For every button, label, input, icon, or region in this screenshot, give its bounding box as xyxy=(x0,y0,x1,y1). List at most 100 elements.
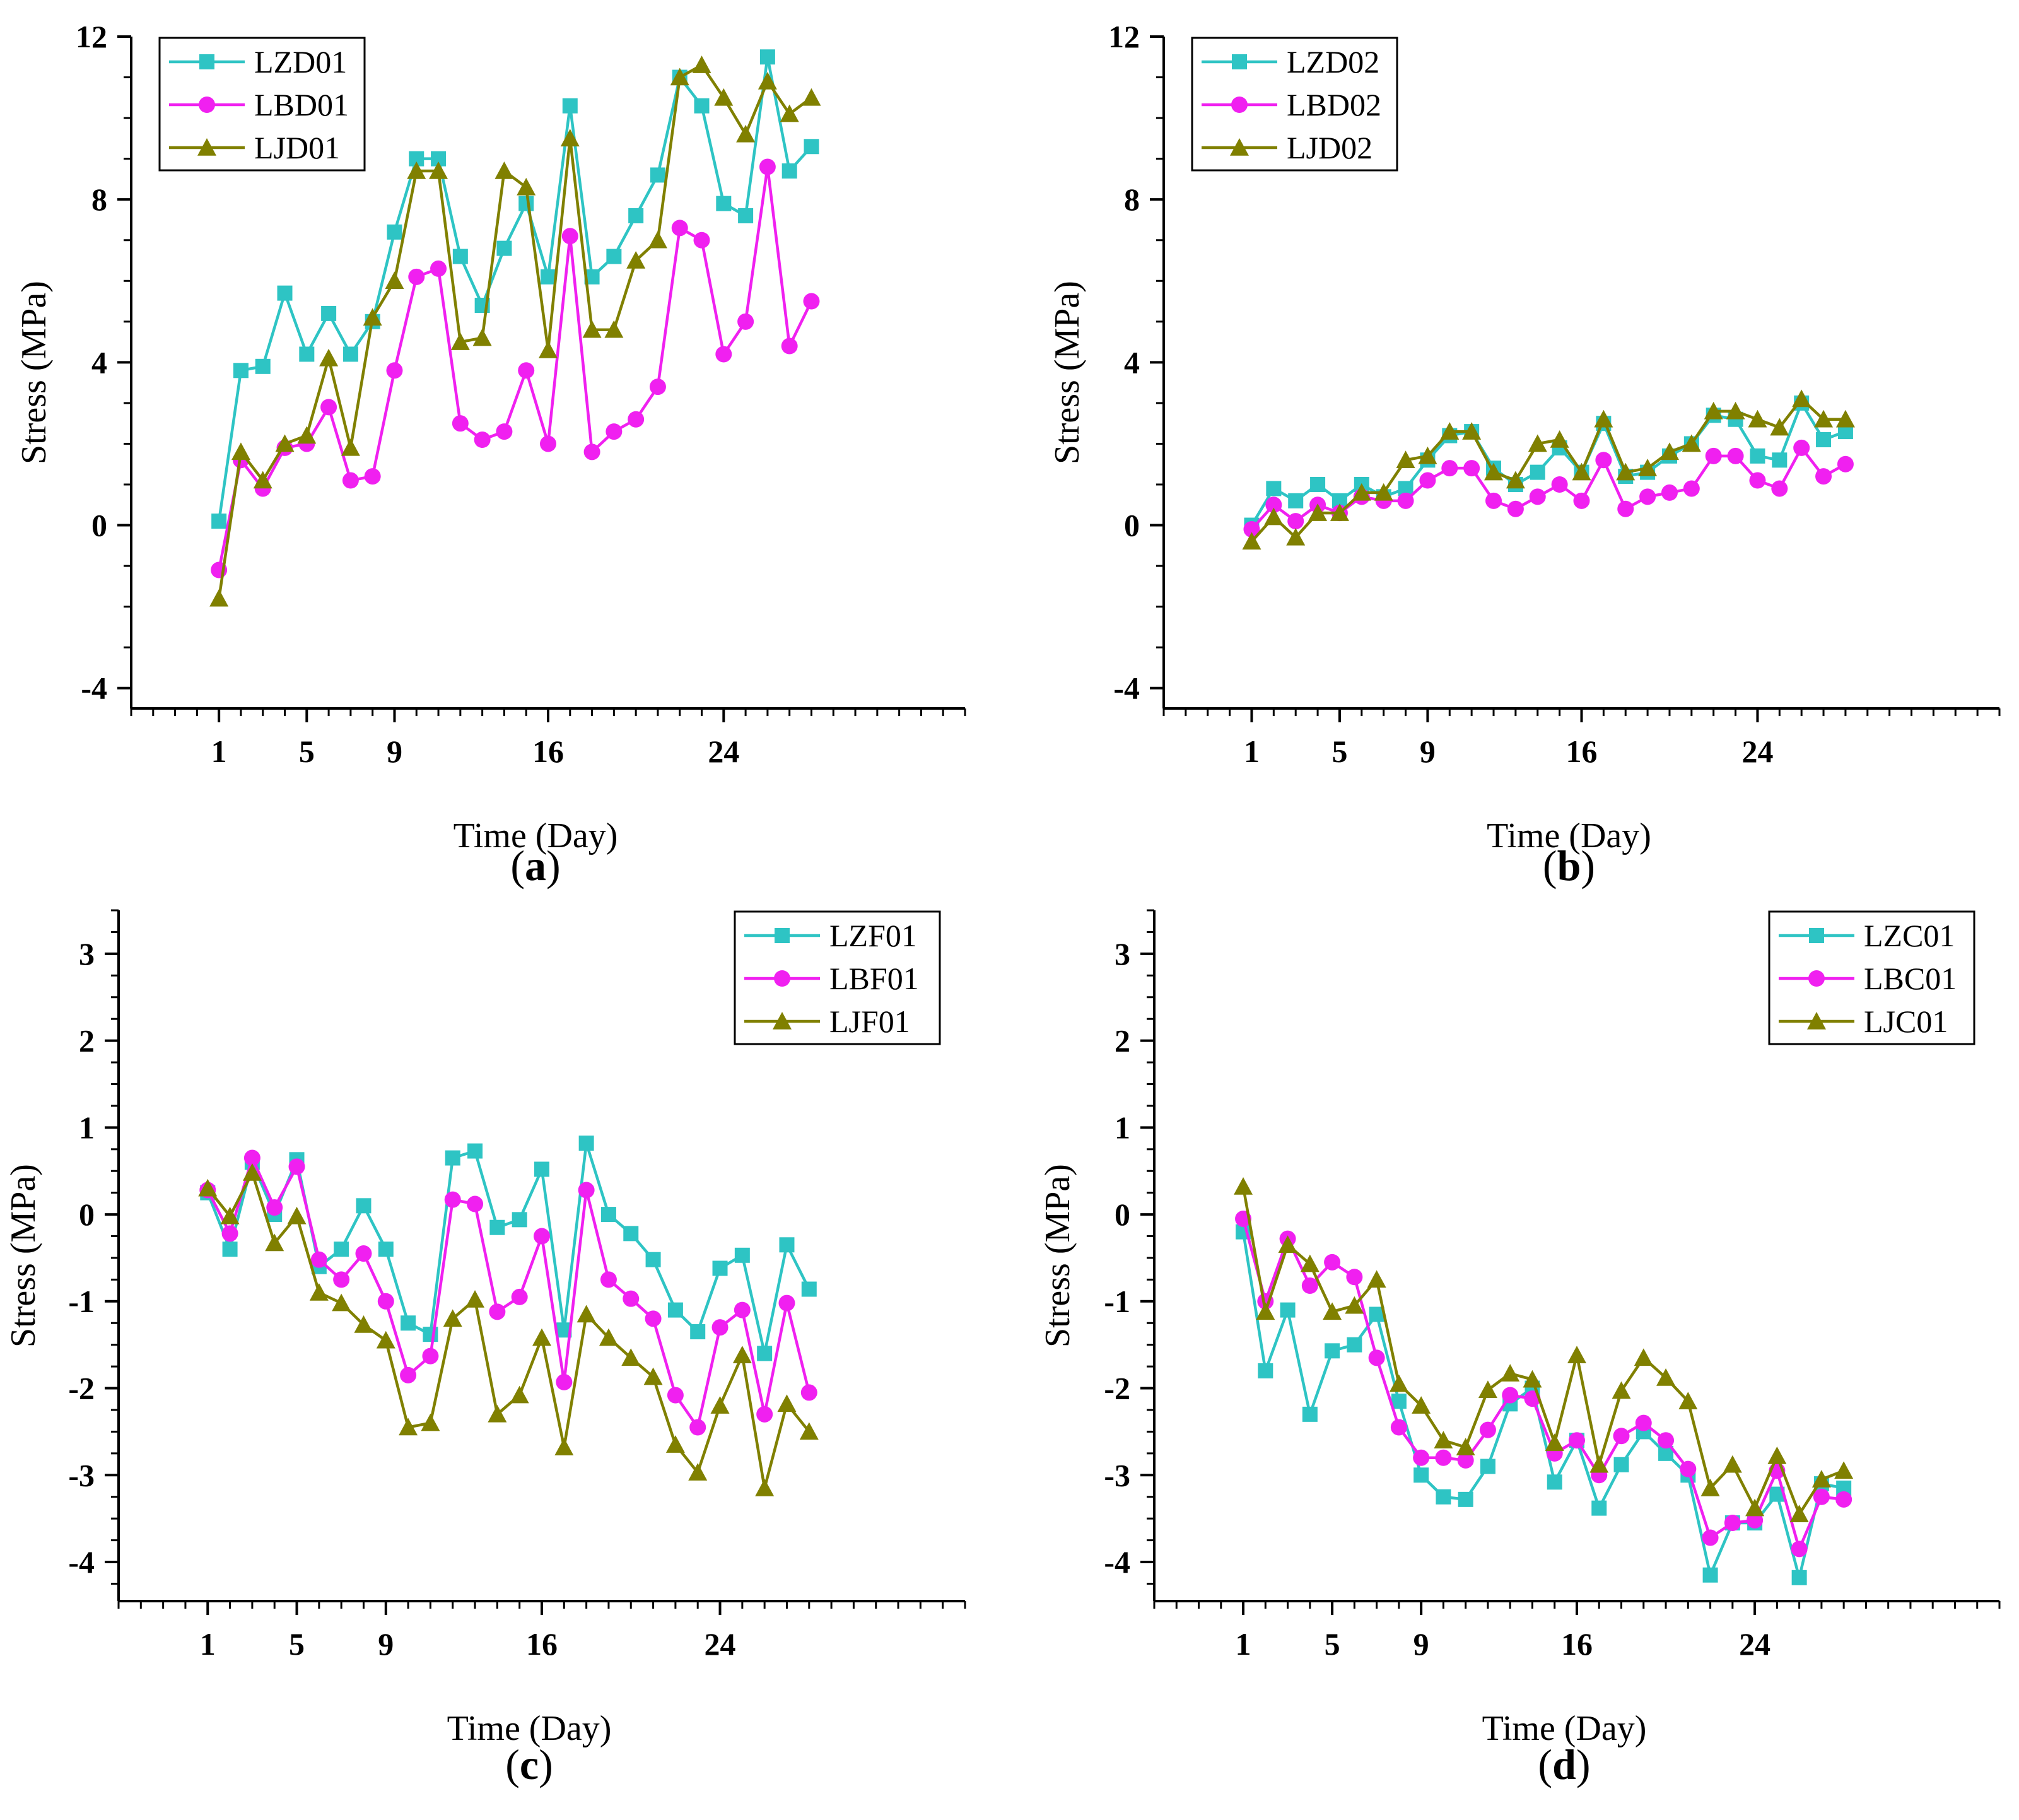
data-point xyxy=(399,1418,418,1436)
data-point xyxy=(400,1366,417,1383)
data-point xyxy=(1287,513,1304,530)
x-axis-title: Time (Day) xyxy=(447,1709,612,1748)
panel-label: (d) xyxy=(1538,1741,1590,1788)
data-point xyxy=(1816,432,1832,447)
y-tick-label: 2 xyxy=(79,1023,95,1059)
data-point xyxy=(1837,455,1854,473)
data-point xyxy=(1658,1432,1675,1449)
data-point xyxy=(233,363,249,379)
data-point xyxy=(1748,409,1767,428)
x-tick-label: 16 xyxy=(1566,734,1598,769)
data-point xyxy=(386,362,403,379)
chart-panel-a: 1 5 9 16 24 -4 0 4 8 12 Time (Day) Stress (MPa) LZD0… xyxy=(15,19,966,889)
data-point xyxy=(583,443,600,461)
data-point xyxy=(1617,500,1634,517)
data-point xyxy=(532,1328,551,1346)
data-point xyxy=(1793,439,1810,456)
data-point xyxy=(1308,503,1328,521)
data-point xyxy=(222,1242,238,1257)
data-point xyxy=(714,88,734,106)
data-point xyxy=(1594,409,1613,428)
data-point xyxy=(1478,1380,1497,1399)
data-point xyxy=(356,1198,372,1214)
data-point xyxy=(1390,1419,1407,1436)
data-point xyxy=(626,251,646,269)
data-point xyxy=(606,423,623,440)
data-point xyxy=(576,1305,596,1323)
series-line xyxy=(1241,1186,1844,1518)
y-tick-label: -2 xyxy=(1104,1371,1130,1406)
panel-label: (c) xyxy=(505,1741,553,1788)
panel-label: (b) xyxy=(1543,842,1595,889)
data-point xyxy=(1551,476,1568,493)
data-point xyxy=(667,1302,683,1318)
data-point xyxy=(755,1478,775,1496)
data-point xyxy=(518,196,534,211)
legend-marker xyxy=(1808,970,1825,987)
data-point xyxy=(1567,1346,1586,1363)
data-point xyxy=(510,1385,529,1404)
data-point xyxy=(1613,1457,1629,1472)
x-tick-label: 24 xyxy=(1741,734,1773,769)
data-point xyxy=(488,1404,507,1423)
data-point xyxy=(1374,483,1393,501)
data-point xyxy=(319,348,339,367)
data-point xyxy=(688,1463,708,1481)
data-point xyxy=(221,1225,238,1242)
data-point xyxy=(1815,468,1832,485)
data-point xyxy=(693,232,710,249)
x-tick-label: 5 xyxy=(299,734,315,769)
data-point xyxy=(1704,401,1723,420)
y-axis-title: Stress (MPa) xyxy=(15,281,54,464)
y-tick-label: 4 xyxy=(1124,344,1140,380)
data-point xyxy=(1789,1505,1809,1523)
data-point xyxy=(1727,447,1744,464)
data-point xyxy=(1434,1431,1453,1448)
data-point xyxy=(711,1319,729,1336)
data-point xyxy=(231,442,250,461)
legend-marker xyxy=(1230,138,1249,156)
data-point xyxy=(474,432,491,448)
chart-panel-b: 1 5 9 16 24 -4 0 4 8 12 Time (Day) Stress (MPa) LZD0… xyxy=(1048,19,2001,889)
data-point xyxy=(643,1367,663,1385)
data-point xyxy=(1412,1396,1431,1414)
data-point xyxy=(671,220,688,237)
data-point xyxy=(1352,483,1371,501)
data-point xyxy=(1330,503,1349,521)
legend-label: LJD01 xyxy=(254,130,340,165)
legend-marker xyxy=(773,1012,792,1030)
data-point xyxy=(645,1310,662,1327)
data-point xyxy=(1835,409,1855,428)
data-point xyxy=(1550,430,1569,448)
series-line xyxy=(217,167,813,570)
data-point xyxy=(518,362,535,379)
data-point xyxy=(540,435,556,452)
legend-marker xyxy=(1232,54,1247,69)
data-point xyxy=(1747,1512,1764,1529)
legend-label: LJD02 xyxy=(1287,130,1372,165)
data-point xyxy=(1547,1474,1562,1490)
data-point xyxy=(265,1233,284,1252)
y-tick-label: -4 xyxy=(81,671,107,706)
data-point xyxy=(599,1328,618,1346)
data-point xyxy=(606,249,622,264)
data-point xyxy=(496,423,513,440)
x-tick-label: 1 xyxy=(200,1626,216,1662)
data-point xyxy=(1659,442,1679,461)
data-point xyxy=(804,139,819,155)
data-point xyxy=(1345,1296,1364,1314)
y-tick-label: -1 xyxy=(68,1284,95,1319)
data-point xyxy=(1456,1438,1475,1455)
y-axis-title: Stress (MPa) xyxy=(4,1164,43,1347)
x-tick-label: 5 xyxy=(1331,734,1347,769)
data-point xyxy=(1462,422,1482,440)
data-point xyxy=(385,271,404,290)
data-point xyxy=(758,72,777,90)
data-point xyxy=(1749,472,1766,489)
data-point xyxy=(407,161,426,179)
chart-panel-d: 1 5 9 16 24 -4 -3 -2 -1 0 1 2 3 Time (Day) Stress (MPa… xyxy=(1038,909,2001,1788)
x-axis-title: Time (Day) xyxy=(454,816,618,855)
data-point xyxy=(266,1199,283,1216)
data-point xyxy=(429,161,448,179)
data-point xyxy=(779,1237,795,1253)
